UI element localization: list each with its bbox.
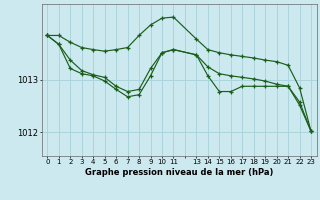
X-axis label: Graphe pression niveau de la mer (hPa): Graphe pression niveau de la mer (hPa): [85, 168, 273, 177]
